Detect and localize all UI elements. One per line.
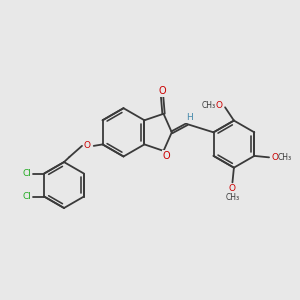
Text: Cl: Cl [22, 192, 31, 201]
Text: O: O [215, 101, 222, 110]
Text: CH₃: CH₃ [202, 101, 216, 110]
Text: O: O [229, 184, 236, 194]
Text: CH₃: CH₃ [225, 193, 239, 202]
Text: O: O [163, 151, 170, 161]
Text: Cl: Cl [22, 169, 31, 178]
Text: O: O [83, 141, 91, 150]
Text: CH₃: CH₃ [277, 153, 291, 162]
Text: H: H [186, 113, 193, 122]
Text: O: O [158, 86, 166, 96]
Text: O: O [272, 153, 278, 162]
